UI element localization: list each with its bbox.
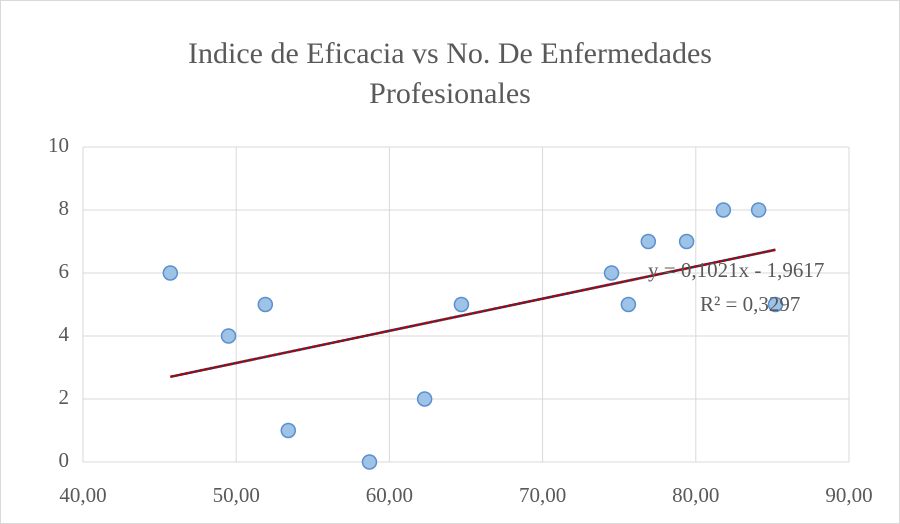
- y-tick-label: 2: [59, 385, 70, 409]
- point: [453, 296, 470, 313]
- point: [162, 265, 179, 281]
- y-tick-label: 8: [59, 196, 70, 220]
- point: [715, 202, 732, 218]
- y-tick-label: 0: [59, 448, 70, 472]
- trendline-r2: R² = 0,3297: [700, 292, 800, 316]
- point: [678, 233, 695, 250]
- point: [257, 296, 274, 313]
- x-tick-label: 80,00: [672, 483, 719, 507]
- point: [361, 454, 378, 470]
- y-tick-label: 6: [59, 259, 70, 283]
- trendline-equation: y = 0,1021x - 1,9617: [648, 258, 824, 282]
- y-tick-label: 4: [59, 322, 70, 346]
- point: [416, 391, 433, 407]
- x-tick-label: 40,00: [59, 483, 106, 507]
- x-tick-label: 50,00: [213, 483, 260, 507]
- chart-title: Indice de Eficacia vs No. De Enfermedade…: [188, 37, 712, 110]
- point: [620, 296, 637, 313]
- y-tick-label: 10: [48, 133, 69, 157]
- point: [603, 265, 620, 281]
- point: [767, 296, 784, 313]
- point: [750, 202, 767, 218]
- x-tick-label: 60,00: [366, 483, 413, 507]
- point: [640, 233, 657, 250]
- x-tick-label: 70,00: [519, 483, 566, 507]
- point: [220, 328, 237, 344]
- x-tick-label: 90,00: [825, 483, 872, 507]
- trendline-dash: [170, 248, 776, 379]
- point: [280, 422, 297, 439]
